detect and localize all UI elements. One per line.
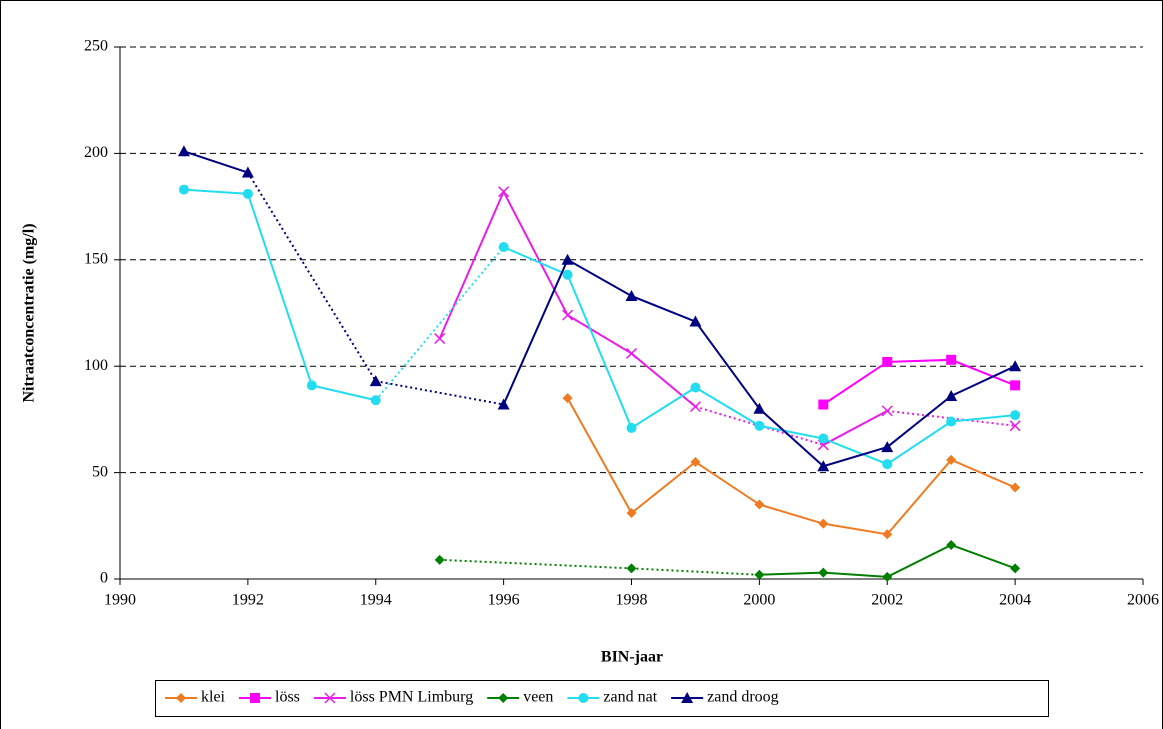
marker (178, 184, 189, 195)
gap-bridge (631, 567, 760, 576)
marker (1010, 410, 1021, 421)
x-tick-label: 1998 (616, 592, 648, 609)
marker (882, 459, 893, 470)
y-tick-label: 200 (84, 144, 108, 161)
y-axis-title: Nitraatconcentratie (mg/l) (21, 223, 38, 402)
marker (370, 395, 381, 406)
y-tick-label: 0 (100, 570, 108, 587)
y-tick-label: 150 (84, 250, 108, 267)
x-tick-label: 2002 (871, 592, 903, 609)
marker (689, 401, 701, 413)
marker (434, 333, 446, 345)
series-line (822, 358, 1016, 406)
series-line (183, 188, 1016, 466)
gap-bridge (887, 409, 1016, 427)
marker (1009, 420, 1021, 432)
marker (562, 309, 574, 321)
legend-label: löss (275, 689, 300, 706)
marker (1010, 482, 1021, 493)
marker (753, 402, 766, 414)
legend-label: zand droog (707, 689, 779, 706)
marker (946, 454, 957, 465)
marker (946, 416, 957, 427)
legend-label: klei (201, 689, 226, 706)
y-tick-label: 50 (92, 463, 108, 480)
marker (690, 456, 701, 467)
marker (625, 347, 638, 359)
legend-label: veen (523, 689, 553, 706)
x-tick-label: 1990 (104, 592, 136, 609)
gap-bridge (247, 172, 377, 382)
marker (306, 380, 317, 391)
marker (689, 315, 702, 327)
marker (626, 422, 637, 433)
x-tick-label: 1996 (488, 592, 520, 609)
marker (498, 242, 509, 253)
marker (882, 529, 893, 540)
marker (946, 539, 957, 550)
marker (369, 375, 382, 387)
x-tick-label: 2004 (999, 592, 1031, 609)
series-line (183, 150, 1016, 468)
y-tick-label: 100 (84, 357, 108, 374)
marker (242, 188, 253, 199)
marker (882, 356, 893, 367)
marker (497, 398, 510, 410)
marker (1009, 360, 1022, 372)
x-tick-label: 2006 (1127, 592, 1159, 609)
marker (561, 253, 574, 265)
marker (562, 393, 573, 404)
marker (754, 569, 765, 580)
marker (946, 354, 957, 365)
marker (434, 554, 445, 565)
marker (818, 399, 829, 410)
marker (176, 693, 186, 703)
marker (881, 441, 894, 453)
legend-box (155, 680, 1049, 717)
marker (882, 571, 893, 582)
x-tick-label: 2000 (743, 592, 775, 609)
marker (498, 693, 509, 703)
marker (626, 563, 637, 574)
marker (818, 433, 829, 444)
marker (1010, 563, 1021, 574)
marker (945, 389, 958, 401)
marker (626, 508, 637, 519)
legend-label: löss PMN Limburg (350, 689, 473, 706)
marker (818, 518, 829, 529)
x-tick-label: 1992 (232, 592, 264, 609)
gap-bridge (439, 558, 632, 570)
marker (1010, 380, 1021, 391)
marker (754, 499, 765, 510)
x-tick-label: 1994 (360, 592, 392, 609)
marker (881, 405, 893, 417)
legend-label: zand nat (603, 689, 657, 706)
marker (250, 693, 260, 703)
marker (498, 186, 510, 198)
marker (681, 692, 694, 703)
marker (818, 567, 829, 578)
gap-bridge (374, 246, 505, 401)
marker (177, 145, 190, 157)
series-line (566, 397, 1016, 536)
marker (817, 460, 830, 472)
gap-bridge (375, 380, 504, 406)
marker (754, 420, 765, 431)
marker (625, 289, 638, 301)
x-axis-title: BIN-jaar (601, 649, 663, 666)
marker (578, 693, 589, 703)
marker (562, 269, 573, 280)
marker (241, 166, 254, 178)
y-tick-label: 250 (84, 38, 108, 55)
marker (690, 382, 701, 393)
marker (324, 692, 336, 704)
